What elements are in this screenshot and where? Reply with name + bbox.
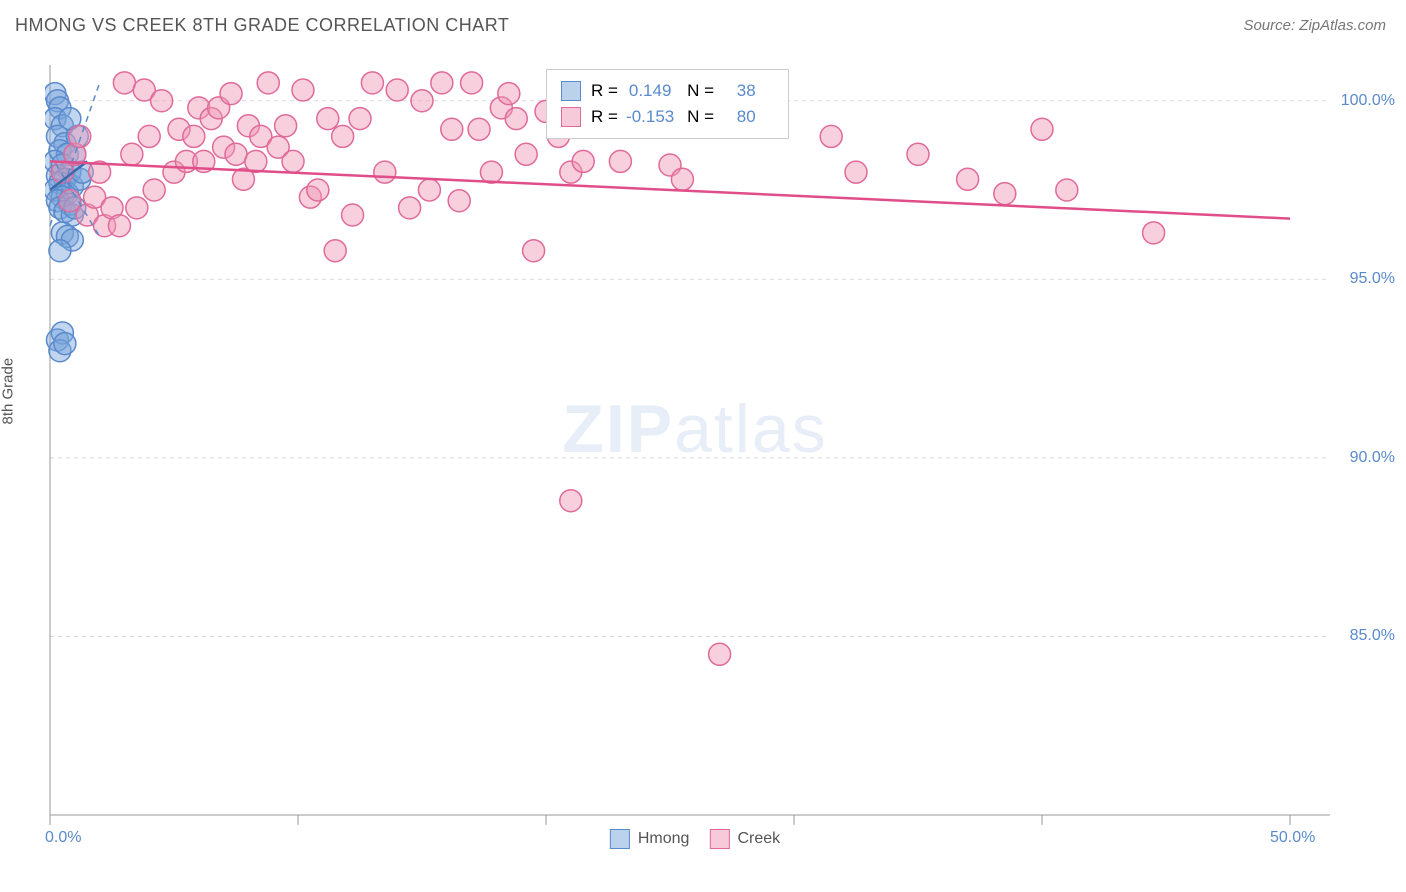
y-tick-label: 95.0% (1350, 270, 1395, 288)
stats-text: R = 0.149 N = 38 (591, 78, 774, 104)
y-tick-label: 90.0% (1350, 449, 1395, 467)
x-tick-label: 0.0% (45, 829, 81, 847)
stats-box: R = 0.149 N = 38R = -0.153 N = 80 (546, 69, 789, 139)
legend-item: Hmong (610, 829, 690, 849)
chart-title: HMONG VS CREEK 8TH GRADE CORRELATION CHA… (15, 15, 509, 36)
legend-swatch (709, 829, 729, 849)
stats-row: R = 0.149 N = 38 (561, 78, 774, 104)
scatter-chart (45, 55, 1345, 835)
legend-label: Hmong (638, 830, 690, 848)
legend-item: Creek (709, 829, 780, 849)
legend-label: Creek (737, 830, 780, 848)
chart-container: ZIPatlas 85.0%90.0%95.0%100.0%0.0%50.0%H… (45, 55, 1345, 835)
stats-swatch (561, 81, 581, 101)
stats-text: R = -0.153 N = 80 (591, 104, 774, 130)
stats-swatch (561, 107, 581, 127)
legend-swatch (610, 829, 630, 849)
legend-bottom: Hmong Creek (610, 829, 780, 849)
chart-header: HMONG VS CREEK 8TH GRADE CORRELATION CHA… (0, 0, 1406, 46)
y-tick-label: 100.0% (1341, 92, 1395, 110)
x-tick-label: 50.0% (1270, 829, 1315, 847)
y-tick-label: 85.0% (1350, 627, 1395, 645)
y-axis-label: 8th Grade (0, 358, 17, 425)
chart-source: Source: ZipAtlas.com (1243, 17, 1386, 34)
stats-row: R = -0.153 N = 80 (561, 104, 774, 130)
